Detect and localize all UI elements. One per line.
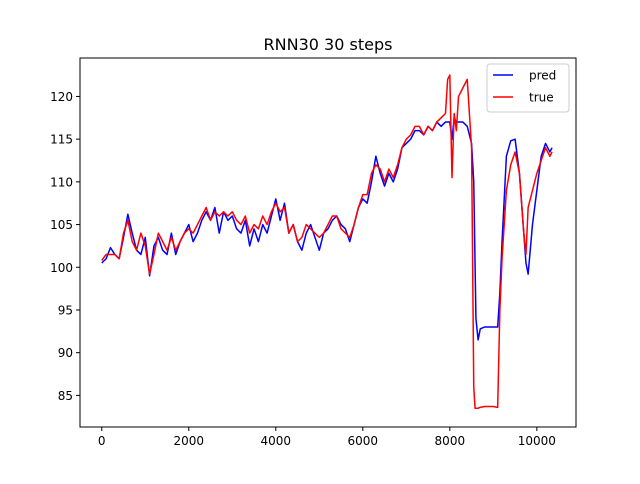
axes: 0 2000 4000 6000 8000 10000 85 90 95 100 105 110 115… [50,57,577,448]
legend-label-true: true [529,91,554,105]
legend-label-pred: pred [529,69,556,83]
plot-frame [79,57,577,428]
y-tick-label: 105 [50,218,73,232]
y-tick-label: 115 [50,133,73,147]
y-tick-label: 85 [58,389,73,403]
y-tick-label: 95 [58,303,73,317]
legend-box [486,63,570,113]
x-tick-label: 4000 [261,434,292,448]
x-tick-label: 10000 [518,434,556,448]
x-tick-label: 2000 [173,434,204,448]
x-tick-label: 0 [98,434,106,448]
series-line-true [101,74,553,409]
y-tick-label: 100 [50,261,73,275]
x-tick-label: 6000 [348,434,379,448]
legend: pred true [486,63,570,113]
y-tick-label: 110 [50,175,73,189]
series-layer [101,74,553,409]
chart-title: RNN30 30 steps [264,35,393,54]
y-tick-label: 90 [58,346,73,360]
x-tick-label: 8000 [435,434,466,448]
y-tick-label: 120 [50,90,73,104]
